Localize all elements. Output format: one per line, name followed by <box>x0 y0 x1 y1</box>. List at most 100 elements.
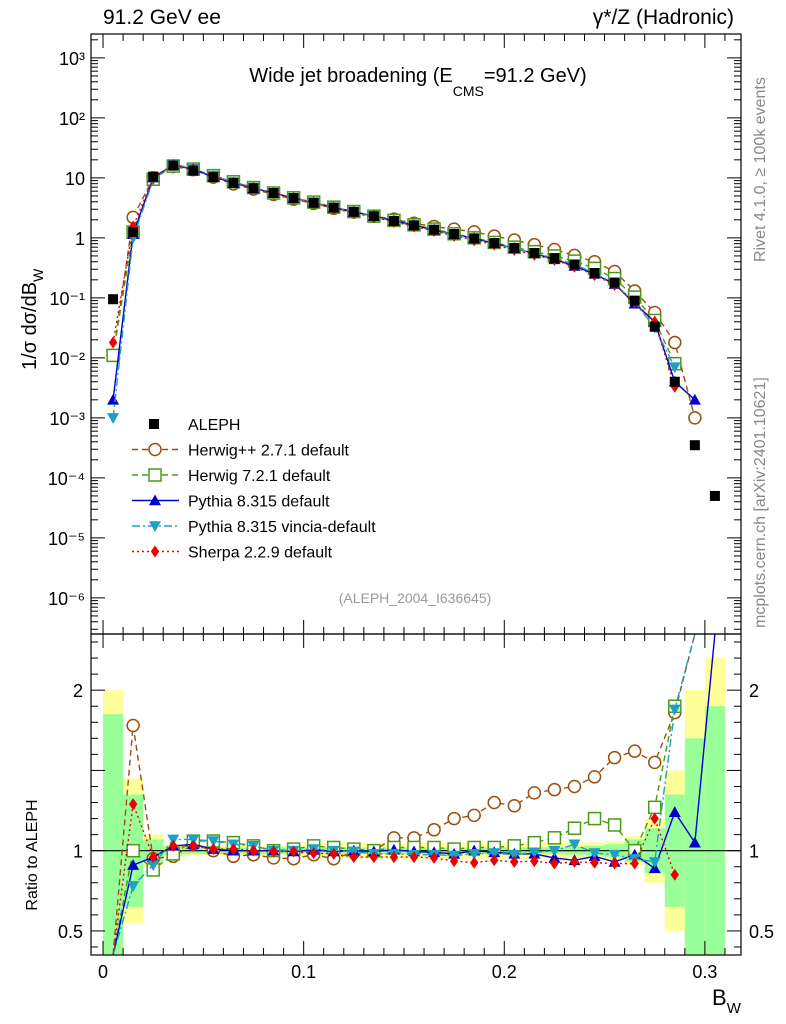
data-point-2 <box>148 171 159 182</box>
main-panel-series <box>106 158 720 501</box>
series-1-ratio-point-25 <box>607 818 622 832</box>
data-point-17 <box>449 229 460 240</box>
data-point-22 <box>549 253 560 264</box>
series-3-main-point-28 <box>668 362 681 374</box>
series-0-main-point-28 <box>668 335 682 350</box>
series-4-ratio-point-16 <box>429 851 439 864</box>
data-point-19 <box>489 238 500 249</box>
y-tick-label-ratio-2: 0.5 <box>58 922 83 942</box>
series-4-ratio-point-10 <box>309 847 318 860</box>
series-3-ratio-point-1 <box>127 881 140 892</box>
data-point-3 <box>168 160 179 171</box>
series-2-main-point-29 <box>688 393 701 405</box>
x-tick-label-2: 0.2 <box>492 962 517 982</box>
series-4-ratio-point-13 <box>369 851 379 864</box>
y-tick-label-ratio-right-1: 1 <box>749 842 759 862</box>
series-1-ratio-point-21 <box>527 835 542 850</box>
y-tick-label-ratio-0: 2 <box>73 681 83 701</box>
y-tick-label-ratio-right-2: 0.5 <box>749 922 774 942</box>
data-point-8 <box>268 187 279 198</box>
series-3-ratio-point-21 <box>528 847 541 859</box>
legend-label-data: ALEPH <box>188 417 240 434</box>
series-0-ratio-point-17 <box>447 811 461 826</box>
series-1-ratio-line <box>112 706 676 956</box>
axes: 0 0.1 0.2 0.3 10³ 10² 10 1 10⁻¹ 10⁻² 10⁻³ 10⁻⁴ 10⁻⁵ 1… <box>48 33 774 982</box>
header-process-label: 91.2 GeV ee <box>103 6 221 29</box>
series-3-ratio-point-2 <box>147 860 160 872</box>
series-3-ratio-line <box>112 633 696 956</box>
series-0-ratio-point-20 <box>507 798 522 813</box>
series-4-ratio-point-24 <box>590 856 599 869</box>
y-tick-label-main-1: 10² <box>59 109 85 129</box>
series-0-ratio-point-23 <box>567 779 582 794</box>
data-point-29 <box>689 440 700 451</box>
series-3-ratio-point-28 <box>668 704 681 716</box>
y-tick-label-main-6: 10⁻³ <box>49 409 85 429</box>
series-0-ratio-point-25 <box>607 750 622 765</box>
series-4-ratio-point-11 <box>329 847 338 860</box>
series-0-ratio-point-26 <box>627 744 642 758</box>
series-3-ratio-point-18 <box>468 849 481 860</box>
series-2-ratio-point-29 <box>688 836 701 848</box>
series-1-ratio-point-24 <box>587 811 602 826</box>
series-4-ratio-point-8 <box>269 845 278 858</box>
ratio-panel-bands <box>103 658 725 955</box>
series-4-ratio-point-28 <box>670 868 679 881</box>
legend-marker-0 <box>148 442 162 457</box>
data-point-26 <box>629 295 640 306</box>
series-2-ratio-point-1 <box>127 859 140 870</box>
series-3-ratio-point-5 <box>207 836 220 848</box>
y-tick-label-main-3: 1 <box>75 229 85 249</box>
ratio-stat-band-0 <box>103 714 124 955</box>
header-channel-label: γ*/Z (Hadronic) <box>592 6 734 29</box>
legend-marker-2 <box>149 494 161 506</box>
data-point-11 <box>328 202 339 213</box>
y-tick-label-main-8: 10⁻⁵ <box>48 529 85 549</box>
series-0-ratio-point-18 <box>467 808 481 823</box>
data-point-25 <box>609 277 620 288</box>
data-point-7 <box>248 183 259 194</box>
series-0-ratio-point-27 <box>647 755 662 770</box>
x-tick-label-3: 0.3 <box>692 962 717 982</box>
series-2-ratio-point-28 <box>668 806 681 817</box>
series-4-ratio-point-12 <box>349 851 359 864</box>
x-tick-label-0: 0 <box>98 962 108 982</box>
ratio-panel-frame <box>90 633 742 956</box>
series-3-main-point-0 <box>107 413 120 424</box>
data-point-10 <box>308 197 319 208</box>
series-4-ratio-point-2 <box>148 851 158 864</box>
data-point-16 <box>429 224 440 235</box>
data-point-30 <box>709 490 720 501</box>
series-4-ratio-point-9 <box>289 845 298 858</box>
legend-marker-1 <box>148 468 162 482</box>
series-0-ratio-point-1 <box>126 718 140 733</box>
series-4-ratio-point-17 <box>449 855 459 868</box>
data-point-1 <box>128 227 139 238</box>
series-3-ratio-point-20 <box>508 849 521 861</box>
data-point-12 <box>348 206 359 217</box>
data-point-20 <box>509 242 520 253</box>
series-0-main-line <box>112 165 696 419</box>
series-0-ratio-point-16 <box>427 823 441 837</box>
series-0-ratio-point-24 <box>587 770 602 784</box>
series-4-main-line <box>112 164 676 388</box>
legend: ALEPH Herwig++ 2.7.1 default Herwig 7.2.1 … <box>132 417 376 562</box>
legend-label-0: Herwig++ 2.7.1 default <box>188 443 350 460</box>
series-4-ratio-point-14 <box>389 851 399 864</box>
data-point-27 <box>649 321 660 332</box>
series-3-ratio-point-23 <box>568 839 581 851</box>
series-0-ratio-point-22 <box>547 782 562 797</box>
series-4-main-point-27 <box>650 315 659 328</box>
y-tick-label-main-5: 10⁻² <box>49 349 85 369</box>
data-point-24 <box>589 267 600 278</box>
legend-label-1: Herwig 7.2.1 default <box>188 468 331 485</box>
series-1-ratio-point-23 <box>567 821 582 835</box>
series-4-ratio-point-23 <box>570 855 579 868</box>
ratio-panel-series <box>112 633 716 956</box>
legend-label-2: Pythia 8.315 default <box>188 494 330 511</box>
series-0-main-point-29 <box>688 411 702 425</box>
legend-label-3: Pythia 8.315 vincia-default <box>188 519 376 536</box>
series-4-ratio-line <box>112 803 676 956</box>
series-4-ratio-point-1 <box>128 798 138 811</box>
